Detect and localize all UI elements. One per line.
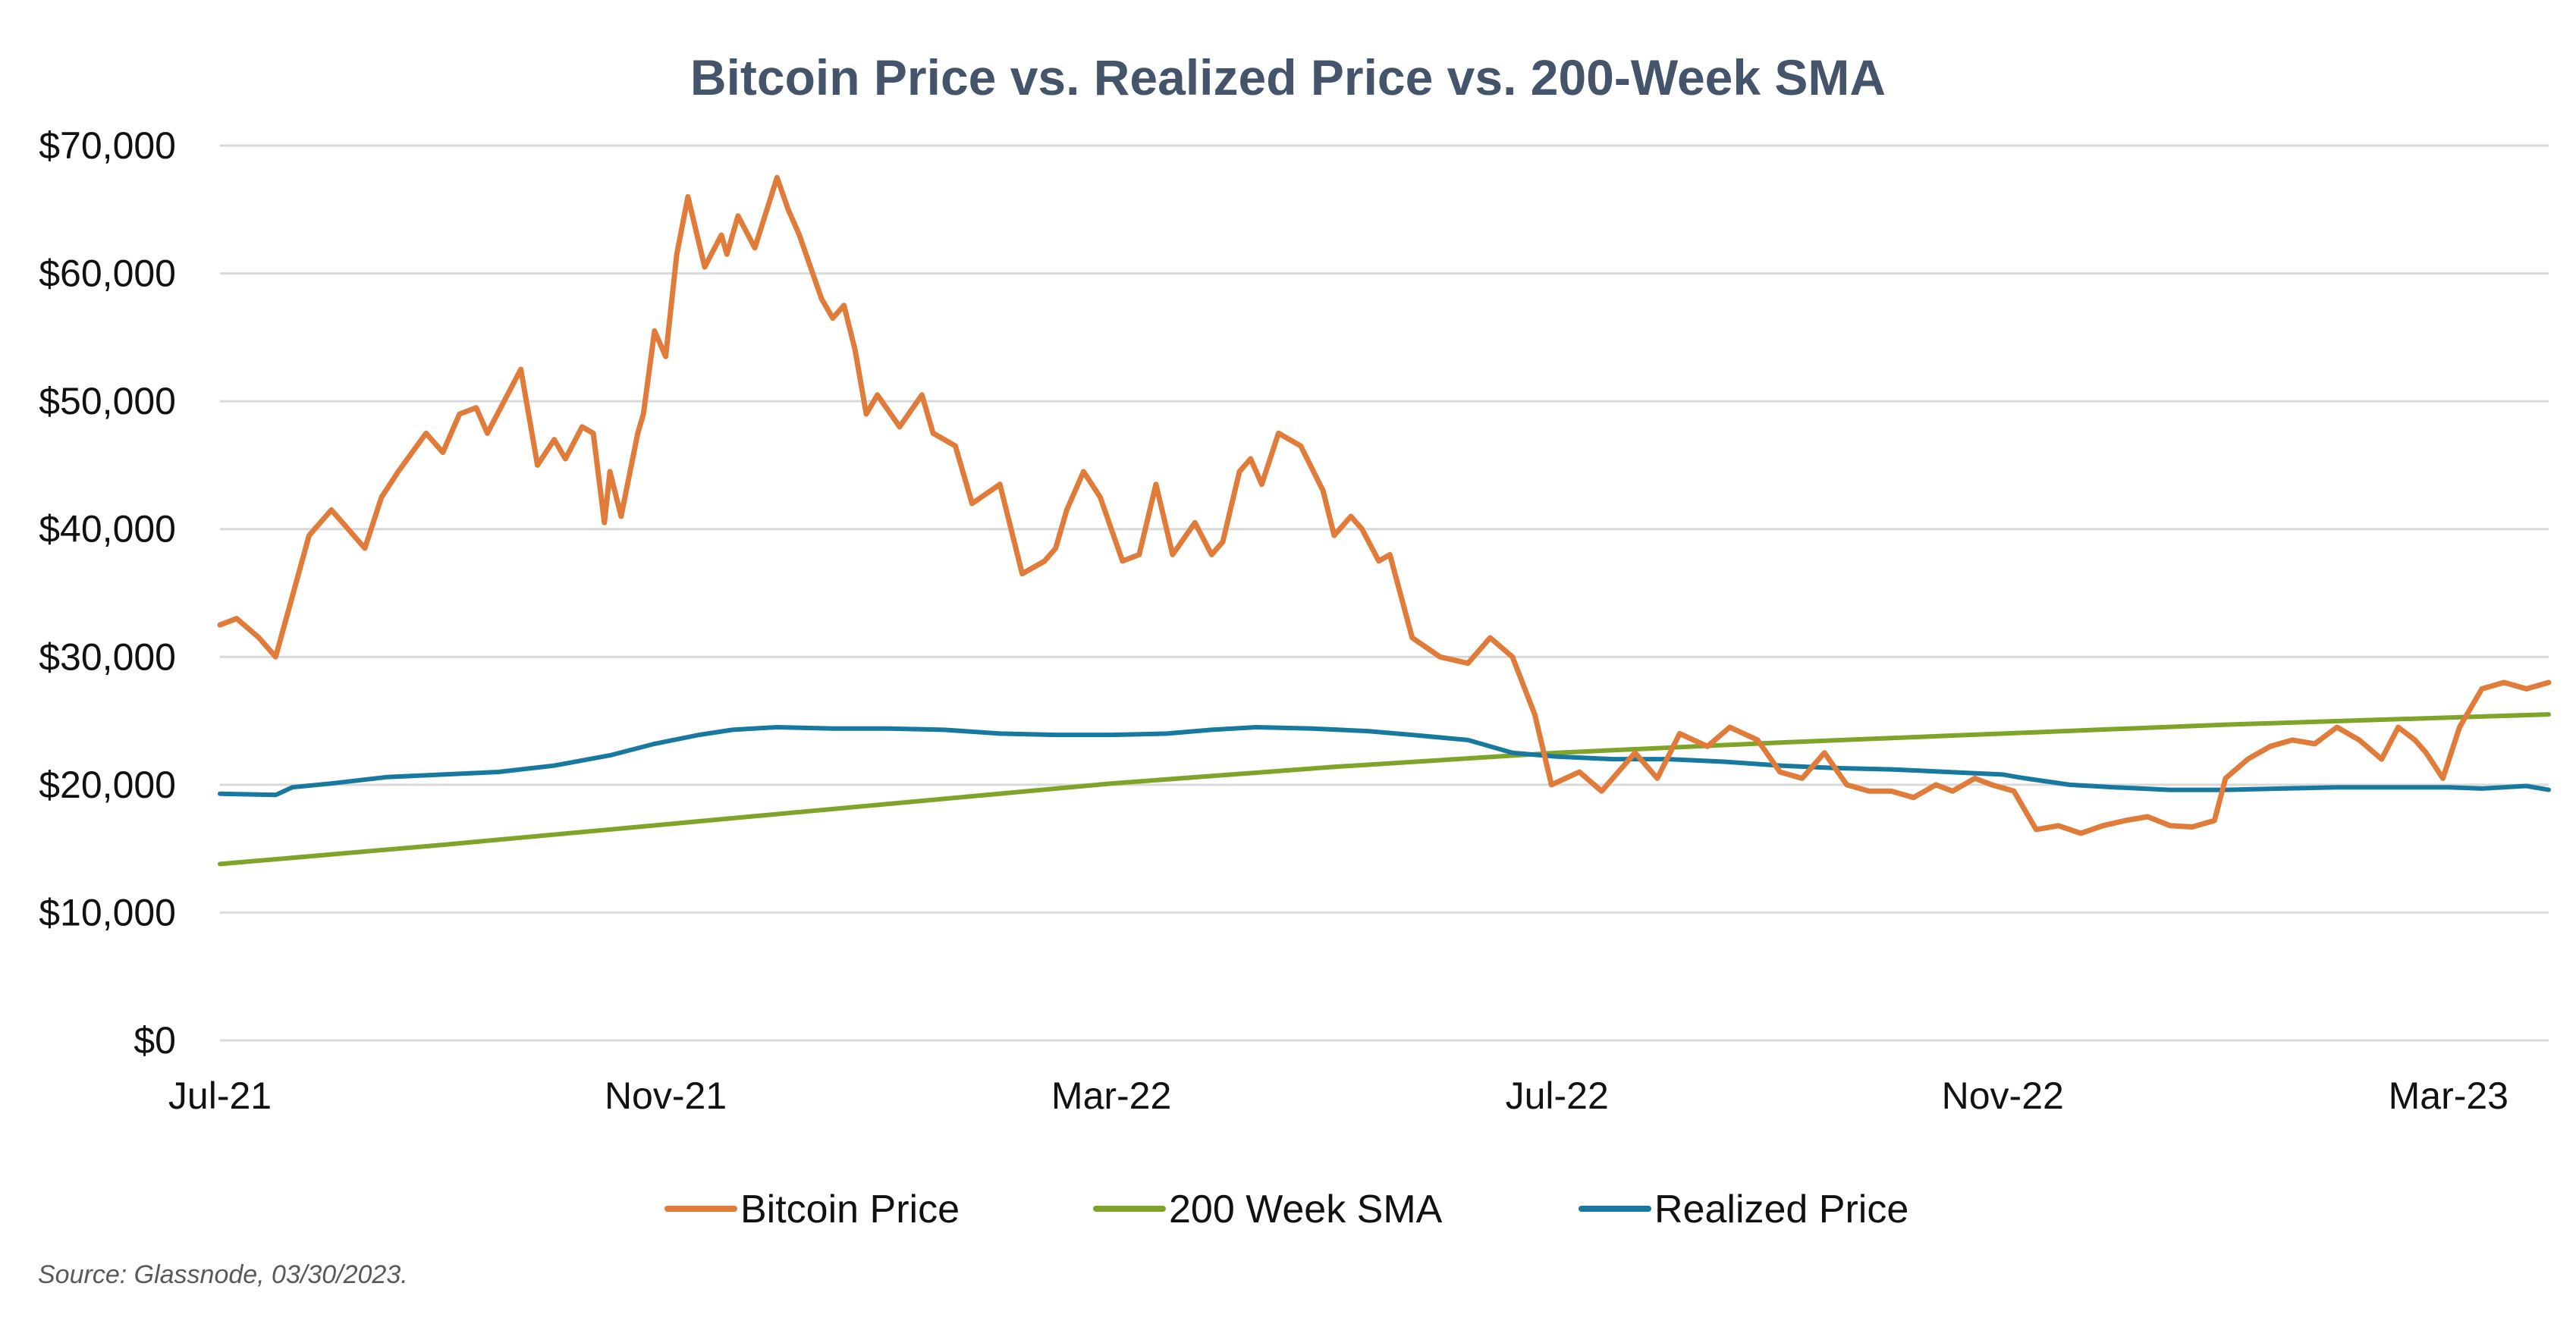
y-tick-label: $70,000 xyxy=(39,124,176,167)
x-axis-ticks: Jul-21 Nov-21 Mar-22 Jul-22 Nov-22 Mar-23 xyxy=(168,1075,2508,1117)
series-line-realized-price xyxy=(218,725,2551,798)
y-tick-label: $40,000 xyxy=(39,508,176,551)
series-lines xyxy=(217,174,2552,867)
legend-label: 200 Week SMA xyxy=(1169,1188,1443,1231)
series-line-200-week-sma xyxy=(218,712,2551,867)
y-tick-label: $20,000 xyxy=(39,764,176,806)
legend-label: Realized Price xyxy=(1654,1188,1908,1231)
source-note: Source: Glassnode, 03/30/2023. xyxy=(38,1260,408,1289)
y-tick-label: $60,000 xyxy=(39,253,176,295)
y-tick-label: $10,000 xyxy=(39,891,176,933)
series-line-bitcoin-price xyxy=(217,174,2552,836)
gridlines xyxy=(220,144,2549,1042)
y-tick-label: $50,000 xyxy=(39,380,176,422)
y-tick-label: $0 xyxy=(134,1019,176,1062)
legend: Bitcoin Price 200 Week SMA Realized Price xyxy=(664,1188,1908,1231)
legend-label: Bitcoin Price xyxy=(740,1188,960,1231)
x-tick-label: Jul-22 xyxy=(1506,1075,1609,1117)
chart-title: Bitcoin Price vs. Realized Price vs. 200… xyxy=(690,49,1886,105)
x-tick-label: Jul-21 xyxy=(168,1075,272,1117)
x-tick-label: Mar-23 xyxy=(2389,1075,2508,1117)
x-tick-label: Mar-22 xyxy=(1051,1075,1171,1117)
y-axis-ticks: $0 $10,000 $20,000 $30,000 $40,000 $50,000 $60… xyxy=(39,124,176,1062)
x-tick-label: Nov-21 xyxy=(605,1075,727,1117)
y-tick-label: $30,000 xyxy=(39,635,176,678)
x-tick-label: Nov-22 xyxy=(1942,1075,2064,1117)
